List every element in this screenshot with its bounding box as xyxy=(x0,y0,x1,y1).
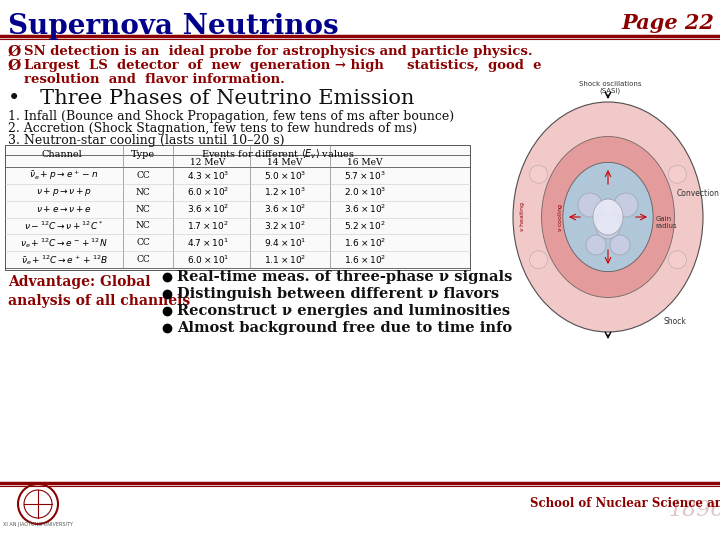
Text: $\nu$ heating: $\nu$ heating xyxy=(518,201,527,232)
Text: Gain
radius: Gain radius xyxy=(655,216,677,229)
Text: $3.6\times10^2$: $3.6\times10^2$ xyxy=(264,203,306,215)
Text: NC: NC xyxy=(135,188,150,197)
Text: 1. Infall (Bounce and Shock Propagation, few tens of ms after bounce): 1. Infall (Bounce and Shock Propagation,… xyxy=(8,110,454,123)
Text: Events for different $\langle E_\nu \rangle$ values: Events for different $\langle E_\nu \ran… xyxy=(201,147,355,161)
Circle shape xyxy=(530,251,548,269)
Text: $6.0\times10^2$: $6.0\times10^2$ xyxy=(187,186,229,198)
Text: $1.6\times10^2$: $1.6\times10^2$ xyxy=(344,253,386,266)
Text: 16 MeV: 16 MeV xyxy=(347,158,383,167)
Text: $1.6\times10^2$: $1.6\times10^2$ xyxy=(344,237,386,249)
Circle shape xyxy=(668,251,686,269)
Text: $1.7\times10^2$: $1.7\times10^2$ xyxy=(187,220,229,232)
Text: Ø: Ø xyxy=(8,59,22,73)
Circle shape xyxy=(530,165,548,183)
Text: NC: NC xyxy=(135,205,150,214)
Text: $5.2\times10^2$: $5.2\times10^2$ xyxy=(344,220,386,232)
Text: SN detection is an  ideal probe for astrophysics and particle physics.: SN detection is an ideal probe for astro… xyxy=(24,45,533,58)
Text: $\nu$ cooling: $\nu$ cooling xyxy=(556,202,564,232)
Text: Distinguish between different ν flavors: Distinguish between different ν flavors xyxy=(177,287,499,301)
Circle shape xyxy=(600,199,616,215)
Text: $2.0\times10^3$: $2.0\times10^3$ xyxy=(344,186,386,198)
Text: $\nu + e \rightarrow \nu + e$: $\nu + e \rightarrow \nu + e$ xyxy=(36,204,92,214)
Ellipse shape xyxy=(593,199,623,235)
Circle shape xyxy=(610,235,630,255)
Circle shape xyxy=(668,165,686,183)
Text: $1.1\times10^2$: $1.1\times10^2$ xyxy=(264,253,306,266)
Text: Channel: Channel xyxy=(42,150,82,159)
Text: Convection: Convection xyxy=(676,190,719,199)
Text: $4.7\times10^1$: $4.7\times10^1$ xyxy=(187,237,229,249)
Text: Page 22: Page 22 xyxy=(621,13,714,33)
Text: 3. Neutron-star cooling (lasts until 10–20 s): 3. Neutron-star cooling (lasts until 10–… xyxy=(8,134,284,147)
Text: 12 MeV: 12 MeV xyxy=(190,158,225,167)
Text: $\bar{\nu}_e + {}^{12}C \rightarrow e^+ + {}^{12}B$: $\bar{\nu}_e + {}^{12}C \rightarrow e^+ … xyxy=(21,253,107,267)
Text: $3.6\times10^2$: $3.6\times10^2$ xyxy=(187,203,229,215)
Text: 2. Accretion (Shock Stagnation, few tens to few hundreds of ms): 2. Accretion (Shock Stagnation, few tens… xyxy=(8,122,417,135)
Text: $4.3\times10^3$: $4.3\times10^3$ xyxy=(186,169,229,181)
Text: Reconstruct ν energies and luminosities: Reconstruct ν energies and luminosities xyxy=(177,304,510,318)
Text: NC: NC xyxy=(135,221,150,231)
Text: 1896: 1896 xyxy=(668,499,720,521)
Text: $5.0\times10^3$: $5.0\times10^3$ xyxy=(264,169,306,181)
Text: XI AN JIAOTONG UNIVERSITY: XI AN JIAOTONG UNIVERSITY xyxy=(3,522,73,527)
Text: Supernova Neutrinos: Supernova Neutrinos xyxy=(8,13,338,40)
Text: 14 MeV: 14 MeV xyxy=(267,158,302,167)
Ellipse shape xyxy=(541,137,675,298)
Text: $\nu_e + {}^{12}C \rightarrow e^- + {}^{12}N$: $\nu_e + {}^{12}C \rightarrow e^- + {}^{… xyxy=(20,236,108,249)
Circle shape xyxy=(596,215,620,239)
Bar xyxy=(5,145,470,270)
Text: $9.4\times10^1$: $9.4\times10^1$ xyxy=(264,237,306,249)
Text: $6.0\times10^1$: $6.0\times10^1$ xyxy=(186,253,229,266)
Ellipse shape xyxy=(513,102,703,332)
Text: CC: CC xyxy=(136,255,150,264)
Text: Shock: Shock xyxy=(663,318,686,327)
Text: $\nu - {}^{12}C \rightarrow \nu + {}^{12}C^*$: $\nu - {}^{12}C \rightarrow \nu + {}^{12… xyxy=(24,220,104,232)
Text: School of Nuclear Science and Technology: School of Nuclear Science and Technology xyxy=(530,497,720,510)
Text: $5.7\times10^3$: $5.7\times10^3$ xyxy=(344,169,386,181)
Text: $3.2\times10^2$: $3.2\times10^2$ xyxy=(264,220,306,232)
Text: Almost background free due to time info: Almost background free due to time info xyxy=(177,321,512,335)
Ellipse shape xyxy=(563,163,653,272)
Text: •   Three Phases of Neutrino Emission: • Three Phases of Neutrino Emission xyxy=(8,89,415,108)
Text: CC: CC xyxy=(136,171,150,180)
Text: $\bar{\nu}_e + p \rightarrow e^+ - n$: $\bar{\nu}_e + p \rightarrow e^+ - n$ xyxy=(30,168,99,183)
Text: Largest  LS  detector  of  new  generation → high     statistics,  good  e: Largest LS detector of new generation → … xyxy=(24,59,541,72)
Text: Advantage: Global
analysis of all channels: Advantage: Global analysis of all channe… xyxy=(8,275,190,308)
Text: Shock oscillations
(SASI): Shock oscillations (SASI) xyxy=(579,80,642,94)
Text: $\nu + p \rightarrow \nu + p$: $\nu + p \rightarrow \nu + p$ xyxy=(36,186,92,198)
Text: Type: Type xyxy=(131,150,155,159)
Text: $3.6\times10^2$: $3.6\times10^2$ xyxy=(344,203,386,215)
Circle shape xyxy=(578,193,602,217)
Circle shape xyxy=(614,193,638,217)
Text: Real-time meas. of three-phase ν signals: Real-time meas. of three-phase ν signals xyxy=(177,270,513,284)
Text: CC: CC xyxy=(136,238,150,247)
Text: Ø: Ø xyxy=(8,45,22,59)
Text: resolution  and  flavor information.: resolution and flavor information. xyxy=(24,73,285,86)
Circle shape xyxy=(586,235,606,255)
Text: $1.2\times10^3$: $1.2\times10^3$ xyxy=(264,186,306,198)
